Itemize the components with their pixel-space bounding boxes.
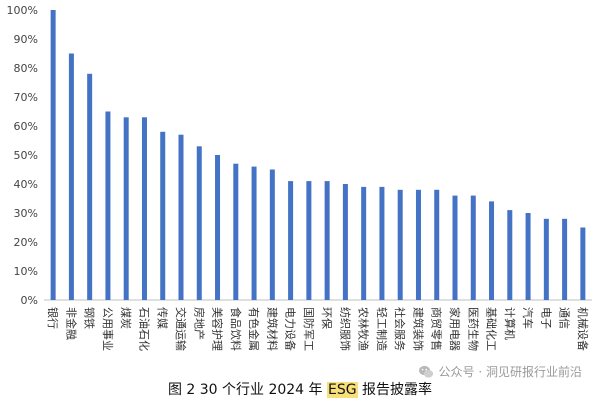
bar xyxy=(543,218,549,300)
bar xyxy=(50,10,56,300)
y-tick-label: 0% xyxy=(21,294,38,307)
x-tick-label: 国防军工 xyxy=(302,307,316,351)
y-tick-label: 80% xyxy=(14,62,38,75)
x-tick-label: 食品饮料 xyxy=(229,307,243,351)
bar xyxy=(415,189,421,300)
bar xyxy=(470,195,476,300)
x-tick-label: 非金融 xyxy=(64,307,78,340)
bar xyxy=(434,189,440,300)
bar xyxy=(288,181,294,300)
x-tick-label: 美容护理 xyxy=(211,307,225,351)
bar xyxy=(123,117,129,300)
x-tick-label: 轻工制造 xyxy=(375,307,389,351)
x-tick-label: 纺织服饰 xyxy=(338,307,352,351)
bar xyxy=(397,189,403,300)
bar xyxy=(269,169,275,300)
bar xyxy=(178,134,184,300)
x-tick-label: 交通运输 xyxy=(174,307,188,351)
x-tick-label: 建筑装饰 xyxy=(411,307,425,351)
bar xyxy=(306,181,312,300)
x-tick-label: 通信 xyxy=(558,307,571,329)
bar xyxy=(215,155,221,300)
y-tick-label: 40% xyxy=(14,178,38,191)
x-tick-label: 银行 xyxy=(46,307,60,329)
y-tick-label: 20% xyxy=(14,236,38,249)
y-tick-label: 10% xyxy=(14,265,38,278)
x-tick-label: 公用事业 xyxy=(101,307,114,351)
wechat-icon xyxy=(418,365,433,378)
bar xyxy=(87,73,93,300)
caption-prefix: 图 2 30 个行业 2024 年 xyxy=(167,382,327,398)
x-tick-label: 煤炭 xyxy=(119,307,132,329)
y-tick-label: 30% xyxy=(14,207,38,220)
bar xyxy=(379,186,385,300)
x-tick-label: 社会服务 xyxy=(393,307,407,351)
x-tick-label: 医药生物 xyxy=(466,307,480,351)
bar xyxy=(160,131,166,300)
bar xyxy=(489,201,495,300)
x-tick-label: 传媒 xyxy=(156,307,169,329)
x-tick-label: 钢铁 xyxy=(83,307,96,329)
bar xyxy=(105,111,111,300)
x-tick-label: 电力设备 xyxy=(284,307,298,351)
x-tick-label: 电子 xyxy=(539,307,552,329)
bar xyxy=(68,53,74,300)
bar xyxy=(562,218,568,300)
watermark: 公众号 · 洞见研报行业前沿 xyxy=(418,363,582,380)
x-tick-label: 汽车 xyxy=(521,307,535,329)
x-tick-label: 房地产 xyxy=(192,307,206,340)
bar xyxy=(233,163,239,300)
bar xyxy=(342,184,348,300)
bar xyxy=(525,213,531,300)
figure-caption: 图 2 30 个行业 2024 年 ESG 报告披露率 xyxy=(0,379,600,399)
bar xyxy=(507,210,513,300)
bar xyxy=(141,117,147,300)
caption-suffix: 报告披露率 xyxy=(357,382,433,398)
bar xyxy=(324,181,330,300)
bar xyxy=(452,195,458,300)
x-tick-label: 农林牧渔 xyxy=(357,307,371,351)
bar xyxy=(361,186,367,300)
bar xyxy=(580,227,586,300)
x-tick-label: 建筑材料 xyxy=(265,307,279,351)
watermark-text: 公众号 · 洞见研报行业前沿 xyxy=(438,365,582,379)
y-tick-label: 90% xyxy=(14,33,38,46)
bar xyxy=(196,146,202,300)
bar-chart: 0% 10% 20% 30% 40% 50% 60% 70% 80% 90% 100% 银行 非金融 钢铁… xyxy=(7,4,592,351)
x-tick-label: 家用电器 xyxy=(448,307,462,351)
x-tick-label: 环保 xyxy=(320,307,334,329)
y-tick-label: 100% xyxy=(7,4,38,17)
x-tick-label: 基础化工 xyxy=(485,307,499,351)
x-tick-label: 商贸零售 xyxy=(430,307,444,351)
caption-highlight: ESG xyxy=(327,382,358,398)
x-tick-label: 机械设备 xyxy=(576,307,590,351)
y-tick-label: 70% xyxy=(14,91,38,104)
x-tick-label: 计算机 xyxy=(503,307,517,340)
y-tick-label: 50% xyxy=(14,149,38,162)
bar xyxy=(251,166,257,300)
x-tick-label: 石油石化 xyxy=(137,307,151,351)
y-tick-label: 60% xyxy=(14,120,38,133)
x-tick-label: 有色金属 xyxy=(247,307,261,351)
